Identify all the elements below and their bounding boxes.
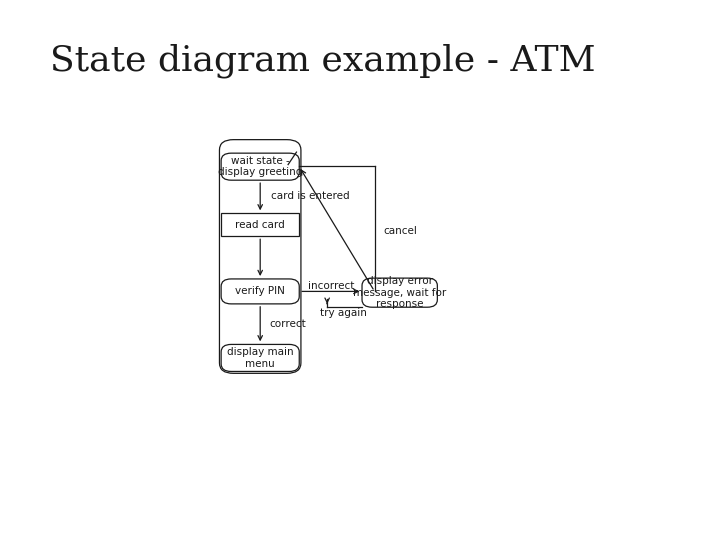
FancyBboxPatch shape xyxy=(221,153,300,180)
Text: incorrect: incorrect xyxy=(308,281,354,291)
Text: wait state -
display greeting: wait state - display greeting xyxy=(218,156,302,178)
Text: display error
message, wait for
response: display error message, wait for response xyxy=(353,276,446,309)
Text: try again: try again xyxy=(320,308,367,318)
FancyBboxPatch shape xyxy=(221,345,300,372)
FancyBboxPatch shape xyxy=(221,213,300,237)
Text: display main
menu: display main menu xyxy=(227,347,294,369)
FancyBboxPatch shape xyxy=(362,278,437,307)
Text: read card: read card xyxy=(235,220,285,230)
Text: verify PIN: verify PIN xyxy=(235,286,285,296)
Text: State diagram example - ATM: State diagram example - ATM xyxy=(50,43,596,78)
Text: card is entered: card is entered xyxy=(271,191,350,201)
FancyBboxPatch shape xyxy=(221,279,300,304)
Text: cancel: cancel xyxy=(383,226,417,236)
Text: correct: correct xyxy=(270,319,307,329)
